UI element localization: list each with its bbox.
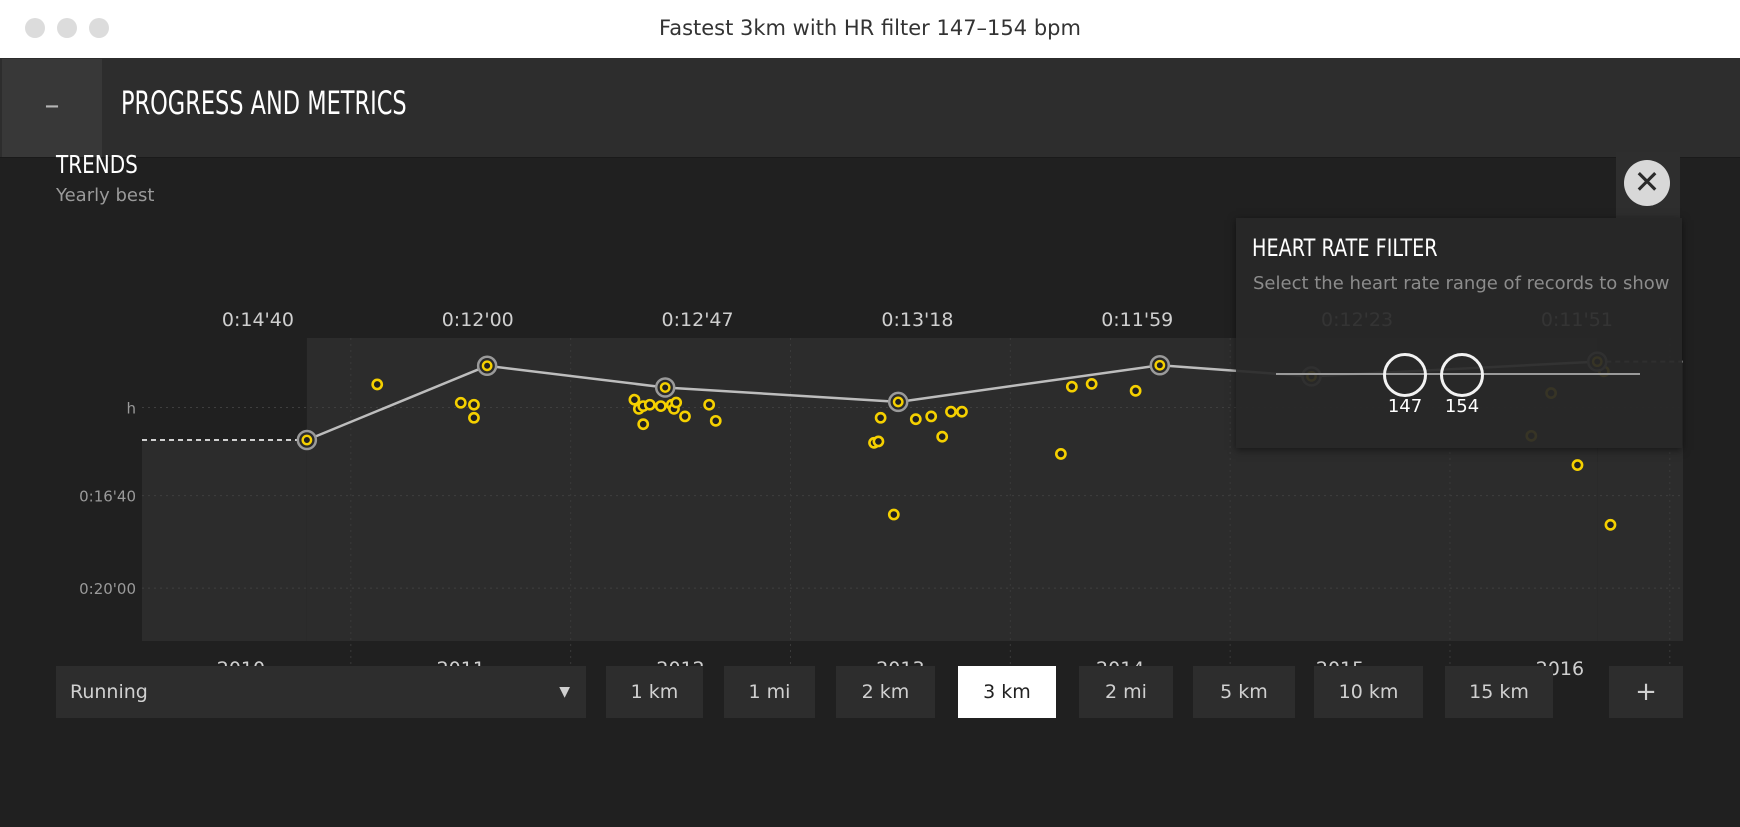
run-point xyxy=(371,378,384,391)
run-point xyxy=(637,418,650,431)
y-tick-label: 0:20'00 xyxy=(79,580,136,598)
distance-button-2km[interactable]: 2 km xyxy=(836,666,935,718)
hr-slider-max-knob[interactable] xyxy=(1440,353,1484,397)
trends-title: TRENDS xyxy=(56,150,138,179)
run-point xyxy=(679,410,691,423)
yearly-best-label: 0:12'00 xyxy=(442,309,514,331)
run-point xyxy=(1065,380,1078,393)
run-point xyxy=(709,414,722,427)
distance-button-1mi[interactable]: 1 mi xyxy=(724,666,815,718)
run-point xyxy=(1571,459,1584,471)
plot-area-left xyxy=(142,440,307,641)
run-point xyxy=(703,398,716,411)
run-point xyxy=(1129,384,1142,397)
trends-subtitle: Yearly best xyxy=(56,185,155,206)
close-filter-button[interactable]: ✕ xyxy=(1616,152,1680,218)
run-point xyxy=(670,396,683,409)
sport-select-value: Running xyxy=(70,681,148,703)
run-point xyxy=(925,410,938,423)
run-point xyxy=(1054,448,1067,460)
hr-max-value: 154 xyxy=(1444,396,1480,417)
run-point xyxy=(872,435,885,448)
yearly-best-label: 0:12'47 xyxy=(662,309,734,331)
distance-button-5km[interactable]: 5 km xyxy=(1193,666,1295,718)
yearly-best-point xyxy=(481,360,493,372)
y-tick-label: h xyxy=(126,399,136,417)
window-close-dot[interactable] xyxy=(25,18,45,38)
run-point xyxy=(654,400,667,413)
run-point xyxy=(1085,377,1098,390)
run-point xyxy=(874,411,887,424)
app-header: – PROGRESS AND METRICS xyxy=(0,59,1740,158)
close-icon: ✕ xyxy=(1624,160,1670,206)
distance-button-1km[interactable]: 1 km xyxy=(606,666,703,718)
window-titlebar: Fastest 3km with HR filter 147–154 bpm xyxy=(0,0,1740,58)
add-button[interactable]: + xyxy=(1609,666,1683,718)
run-point xyxy=(468,411,480,424)
sport-select[interactable]: Running ▼ xyxy=(56,666,586,718)
run-point xyxy=(1604,518,1617,531)
yearly-best-point xyxy=(659,382,671,393)
yearly-best-label: 0:13'18 xyxy=(881,309,953,331)
hr-min-value: 147 xyxy=(1387,396,1423,417)
run-point xyxy=(936,430,949,443)
page-title: PROGRESS AND METRICS xyxy=(121,84,407,122)
window-minimize-dot[interactable] xyxy=(57,18,77,38)
yearly-best-point xyxy=(892,396,904,408)
yearly-best-point xyxy=(301,434,313,446)
run-point xyxy=(468,398,480,411)
hr-filter-title: HEART RATE FILTER xyxy=(1252,234,1438,262)
window-zoom-dot[interactable] xyxy=(89,18,109,38)
distance-button-15km[interactable]: 15 km xyxy=(1445,666,1553,718)
run-point xyxy=(887,508,900,521)
chevron-down-icon: ▼ xyxy=(559,684,570,700)
yearly-best-label: 0:11'59 xyxy=(1101,309,1173,331)
run-point xyxy=(643,398,656,411)
collapse-button[interactable]: – xyxy=(2,59,102,157)
y-tick-label: 0:16'40 xyxy=(79,488,136,506)
hr-slider-min-knob[interactable] xyxy=(1383,353,1427,397)
yearly-best-label: 0:14'40 xyxy=(222,309,294,331)
distance-button-3km[interactable]: 3 km xyxy=(958,666,1056,718)
heart-rate-filter-popup: HEART RATE FILTER Select the heart rate … xyxy=(1236,218,1682,448)
hr-filter-description: Select the heart rate range of records t… xyxy=(1253,273,1670,294)
run-point xyxy=(956,405,968,418)
run-point xyxy=(909,413,922,426)
distance-button-2mi[interactable]: 2 mi xyxy=(1079,666,1173,718)
yearly-best-point xyxy=(1154,359,1166,371)
distance-button-10km[interactable]: 10 km xyxy=(1314,666,1423,718)
run-point xyxy=(945,405,957,418)
run-point xyxy=(454,396,467,409)
window-title: Fastest 3km with HR filter 147–154 bpm xyxy=(659,16,1081,40)
run-point xyxy=(628,393,641,406)
